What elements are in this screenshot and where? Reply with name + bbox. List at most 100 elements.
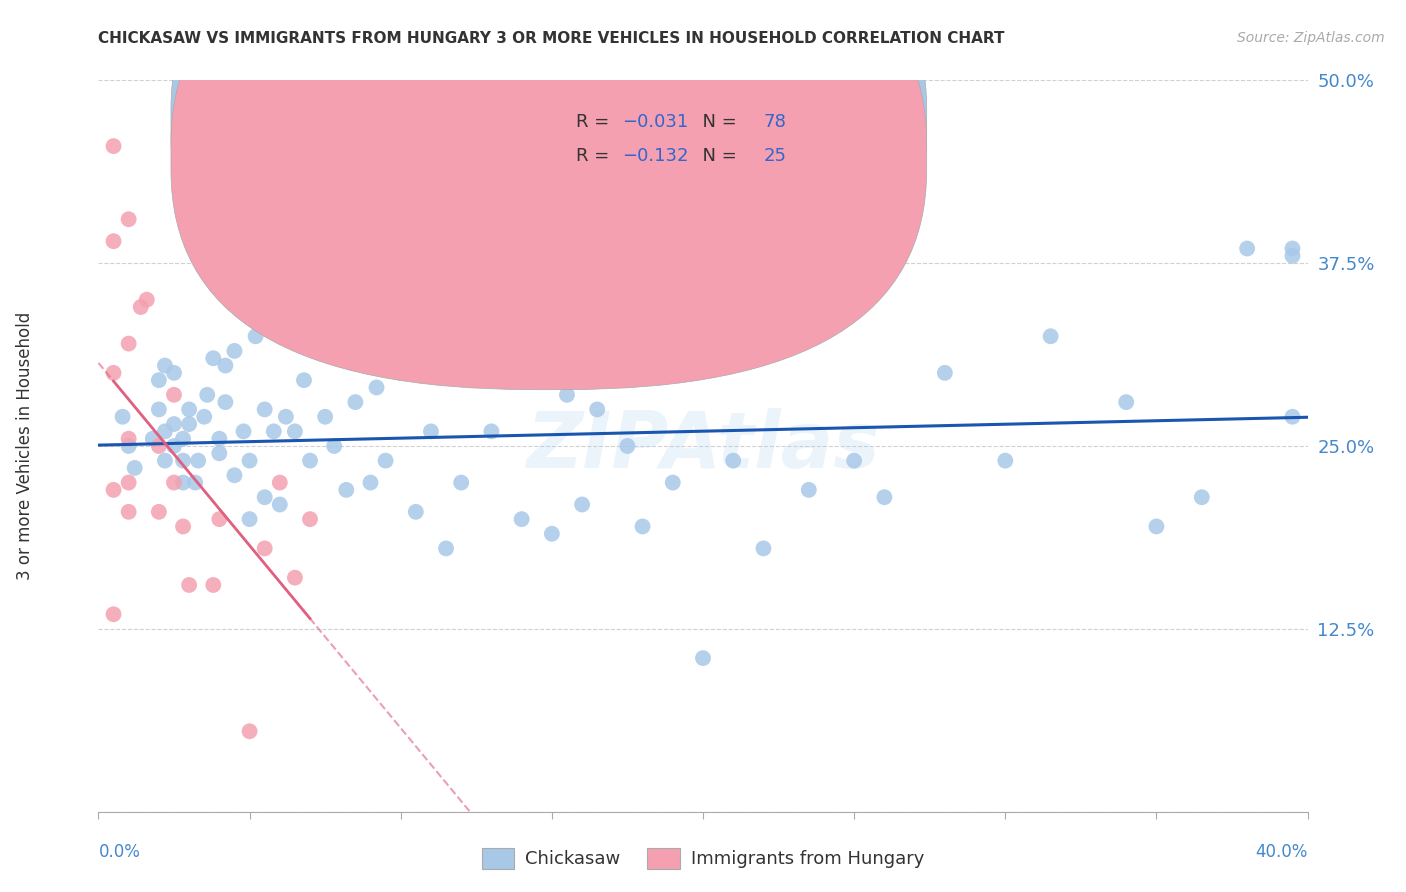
Point	[163, 417, 186, 431]
Point	[405, 505, 427, 519]
Text: 40.0%: 40.0%	[1256, 843, 1308, 861]
Point	[269, 498, 291, 512]
Point	[253, 402, 276, 417]
Point	[389, 366, 412, 380]
Point	[163, 475, 186, 490]
Point	[172, 453, 194, 467]
Point	[661, 475, 683, 490]
Point	[103, 366, 125, 380]
FancyBboxPatch shape	[172, 0, 927, 356]
Point	[153, 453, 176, 467]
Point	[1039, 329, 1062, 343]
Point	[1115, 395, 1137, 409]
Point	[1281, 249, 1303, 263]
Point	[118, 475, 141, 490]
Point	[299, 512, 322, 526]
Point	[153, 359, 176, 373]
Point	[163, 388, 186, 402]
Point	[239, 453, 262, 467]
Point	[510, 512, 533, 526]
Text: 3 or more Vehicles in Household: 3 or more Vehicles in Household	[17, 312, 34, 580]
Point	[752, 541, 775, 556]
Point	[184, 475, 207, 490]
Point	[481, 425, 503, 439]
Point	[118, 432, 141, 446]
Point	[177, 402, 201, 417]
Point	[366, 380, 388, 394]
Point	[239, 724, 262, 739]
Point	[135, 293, 157, 307]
Point	[631, 519, 654, 533]
Text: 25: 25	[763, 146, 786, 165]
Point	[163, 439, 186, 453]
Point	[214, 395, 236, 409]
Point	[419, 425, 441, 439]
Point	[118, 439, 141, 453]
Point	[142, 432, 165, 446]
Point	[434, 541, 457, 556]
Point	[224, 468, 246, 483]
Point	[721, 453, 744, 467]
Point	[844, 453, 866, 467]
Point	[153, 425, 176, 439]
Point	[193, 409, 215, 424]
Point	[1191, 490, 1213, 504]
FancyBboxPatch shape	[509, 91, 908, 190]
Text: N =: N =	[690, 146, 742, 165]
Point	[148, 402, 170, 417]
Point	[1281, 409, 1303, 424]
Point	[172, 519, 194, 533]
Point	[148, 505, 170, 519]
Text: ZIPAtlas: ZIPAtlas	[526, 408, 880, 484]
Point	[118, 505, 141, 519]
Point	[323, 439, 346, 453]
Point	[269, 475, 291, 490]
Point	[465, 366, 488, 380]
Point	[177, 417, 201, 431]
Point	[253, 541, 276, 556]
Point	[111, 409, 134, 424]
Point	[616, 439, 638, 453]
Point	[586, 402, 609, 417]
Point	[934, 366, 956, 380]
Point	[177, 578, 201, 592]
Point	[129, 300, 152, 314]
Point	[263, 425, 285, 439]
Point	[208, 446, 231, 460]
Point	[195, 388, 218, 402]
Point	[571, 498, 593, 512]
Point	[797, 483, 820, 497]
Point	[172, 432, 194, 446]
Point	[172, 475, 194, 490]
Point	[208, 432, 231, 446]
Point	[239, 512, 262, 526]
Point	[224, 343, 246, 358]
Point	[555, 388, 578, 402]
Point	[202, 578, 225, 592]
Point	[118, 336, 141, 351]
Point	[344, 395, 367, 409]
Point	[124, 461, 146, 475]
Point	[314, 409, 336, 424]
Point	[103, 483, 125, 497]
FancyBboxPatch shape	[172, 0, 927, 390]
Point	[450, 475, 472, 490]
Text: −0.132: −0.132	[621, 146, 689, 165]
Point	[118, 212, 141, 227]
Text: −0.031: −0.031	[621, 113, 688, 131]
Text: Source: ZipAtlas.com: Source: ZipAtlas.com	[1237, 31, 1385, 45]
Point	[187, 453, 209, 467]
Point	[292, 373, 315, 387]
Point	[1144, 519, 1167, 533]
Point	[284, 425, 307, 439]
Point	[1281, 242, 1303, 256]
Point	[163, 366, 186, 380]
Point	[360, 475, 382, 490]
Point	[299, 453, 322, 467]
Point	[232, 425, 254, 439]
Point	[253, 490, 276, 504]
Point	[374, 453, 396, 467]
Point	[214, 359, 236, 373]
Point	[994, 453, 1017, 467]
Text: 0.0%: 0.0%	[98, 843, 141, 861]
